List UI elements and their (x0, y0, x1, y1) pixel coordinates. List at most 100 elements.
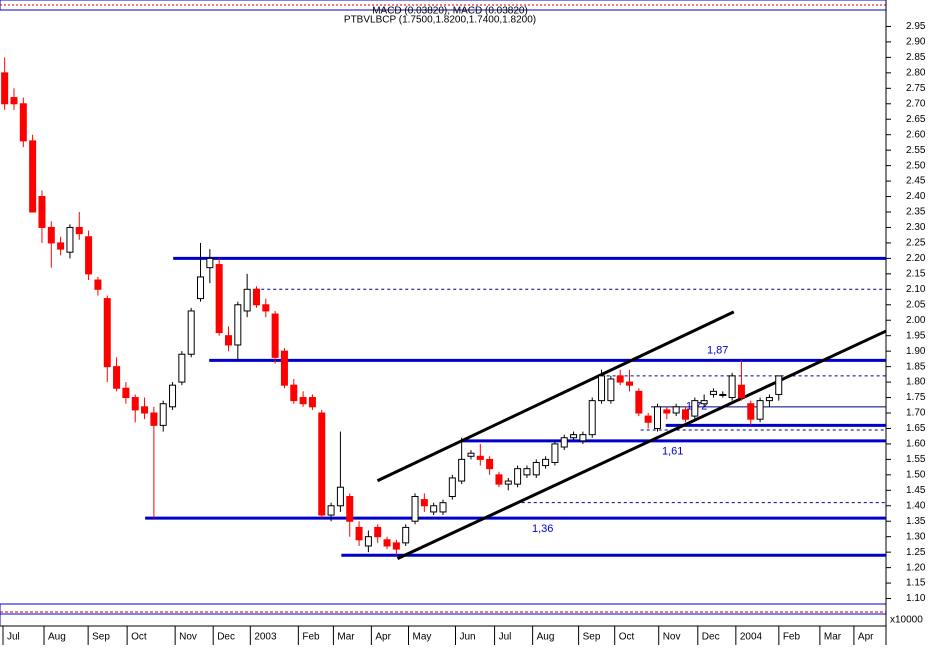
candle-body (728, 375, 736, 399)
y-tick-label: 1.90 (906, 346, 926, 357)
candle-body (402, 526, 410, 544)
candle-body (336, 486, 344, 507)
candle-body (551, 443, 559, 463)
candle-body (346, 495, 354, 522)
candle-body (355, 526, 363, 541)
x-tick-label: Apr (858, 632, 874, 643)
candle-body (775, 375, 783, 395)
candle-body (113, 366, 121, 389)
candle-body (467, 452, 475, 457)
y-tick-label: 1.50 (906, 469, 926, 480)
trend-line (396, 329, 887, 561)
candle-body (737, 384, 745, 399)
x-tick-label: Aug (48, 632, 66, 643)
y-tick-label: 2.90 (906, 37, 926, 48)
candle-body (327, 505, 335, 516)
candle-body (448, 477, 456, 497)
y-tick-label: 1.60 (906, 439, 926, 450)
candle-body (476, 455, 484, 460)
y-tick-label: 2.50 (906, 160, 926, 171)
x-tick-label: Mar (824, 632, 842, 643)
x-tick-label: Sep (92, 632, 110, 643)
candle-body (495, 474, 503, 485)
x-tick-label: Apr (375, 632, 391, 643)
macd-scale-label: x10000 (890, 615, 923, 626)
level-label: 1,87 (707, 344, 728, 356)
y-tick-label: 2.00 (906, 315, 926, 326)
candle-body (94, 279, 102, 290)
y-tick-label: 2.40 (906, 191, 926, 202)
indicator-header: MACD (0.03820), MACD (0.03820) (372, 6, 528, 17)
y-tick-label: 2.70 (906, 98, 926, 109)
candle-body (635, 390, 643, 414)
y-tick-label: 2.45 (906, 176, 926, 187)
y-tick-label: 2.55 (906, 145, 926, 156)
candle-body (486, 458, 494, 470)
candle-body (598, 375, 606, 402)
x-tick-label: Oct (131, 632, 147, 643)
y-tick-label: 1.70 (906, 408, 926, 419)
x-tick-label: Jul (7, 632, 20, 643)
candle-body (234, 304, 242, 346)
candle-body (420, 499, 428, 507)
candle-body (588, 400, 596, 436)
x-tick-label: Aug (537, 632, 555, 643)
candle-body (607, 378, 615, 402)
candle-body (626, 381, 634, 386)
y-tick-label: 1.85 (906, 361, 926, 372)
candle-body (318, 412, 326, 516)
candle-body (383, 539, 391, 547)
x-tick-label: 2004 (740, 632, 763, 643)
candle-body (691, 400, 699, 417)
x-tick-label: Jul (499, 632, 512, 643)
x-tick-label: Sep (583, 632, 601, 643)
x-tick-label: Jun (459, 632, 475, 643)
candle-body (579, 434, 587, 442)
candle-body (709, 390, 717, 395)
x-tick-label: Dec (702, 632, 720, 643)
candle-body (85, 236, 93, 275)
candle-body (169, 384, 177, 408)
candle-body (178, 353, 186, 383)
macd-panel (0, 603, 887, 627)
candle-body (159, 403, 167, 426)
price-header: PTBVLBCP (1.7500,1.8200,1.7400,1.8200) (344, 15, 536, 26)
candle-body (747, 403, 755, 420)
y-tick-label: 2.05 (906, 299, 926, 310)
candle-body (430, 505, 438, 513)
x-tick-label: May (412, 632, 431, 643)
candle-body (458, 458, 466, 482)
candle-body (504, 480, 512, 485)
y-tick-label: 2.80 (906, 67, 926, 78)
candle-body (10, 97, 18, 105)
y-tick-label: 1.55 (906, 454, 926, 465)
candle-body (150, 412, 158, 426)
candle-body (187, 310, 195, 355)
level-label: 1,61 (662, 446, 683, 458)
candle-body (262, 304, 270, 312)
x-tick-label: Oct (619, 632, 635, 643)
candle-body (765, 397, 773, 402)
candle-body (700, 400, 708, 405)
candle-body (681, 409, 689, 420)
y-tick-label: 1.20 (906, 562, 926, 573)
y-tick-label: 2.65 (906, 114, 926, 125)
candle-body (122, 387, 130, 399)
trend-line (376, 310, 735, 483)
candle-body (672, 406, 680, 414)
y-tick-label: 2.35 (906, 207, 926, 218)
y-tick-label: 1.45 (906, 485, 926, 496)
y-tick-label: 2.85 (906, 52, 926, 63)
candle-body (756, 400, 764, 420)
candle-body (364, 536, 372, 547)
candle-body (271, 313, 279, 358)
candle-body (392, 542, 400, 550)
candle-body (103, 298, 111, 368)
x-tick-label: Nov (179, 632, 197, 643)
candle-body (560, 437, 568, 448)
candle-body (719, 393, 727, 396)
candle-body (663, 409, 671, 414)
candle-body (66, 226, 74, 253)
candle-body (308, 397, 316, 408)
candle-body (1, 72, 9, 105)
